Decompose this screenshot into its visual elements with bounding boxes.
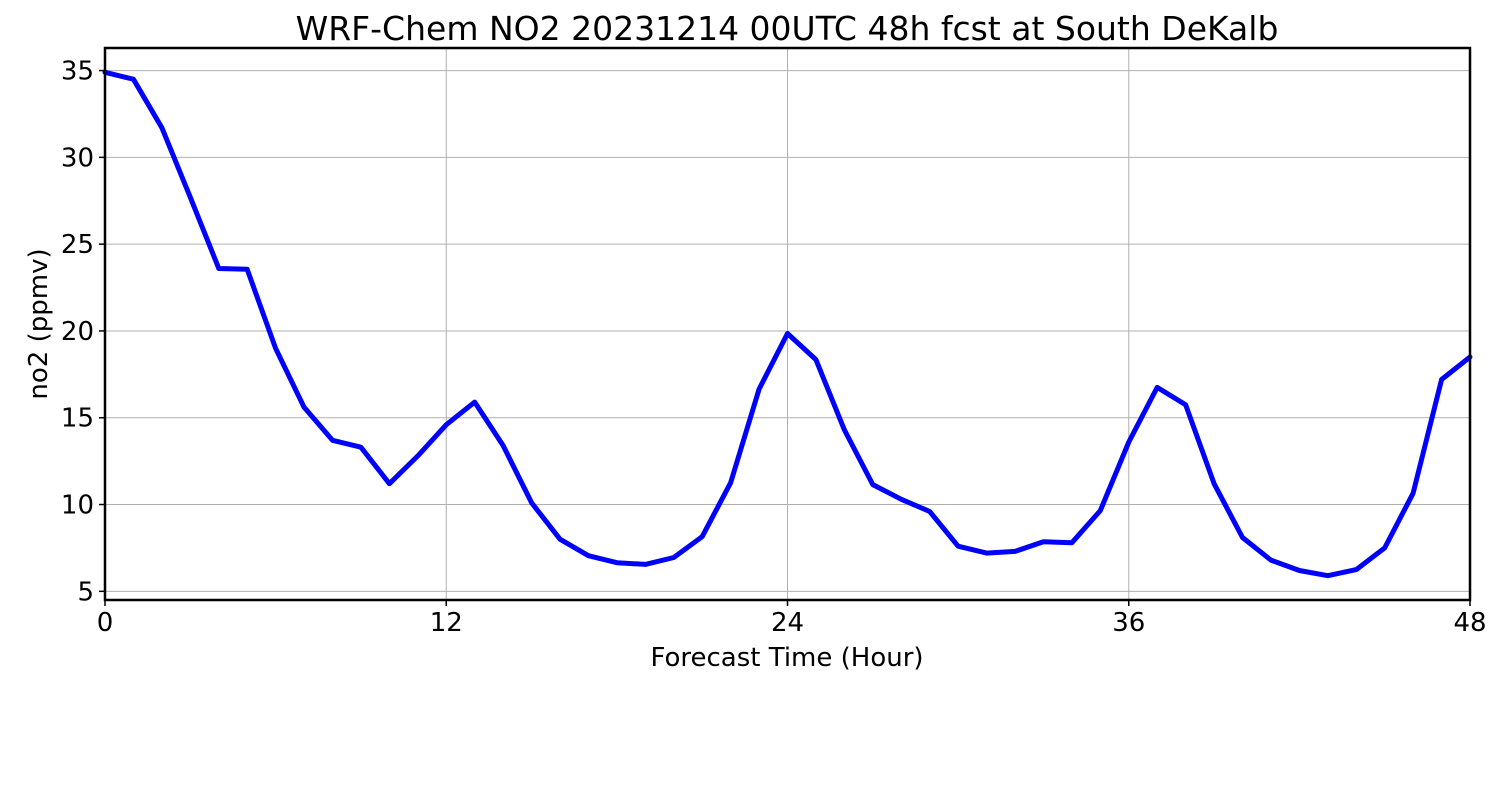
y-tick-label: 15 <box>61 404 94 434</box>
y-tick-label: 30 <box>61 143 94 173</box>
y-axis-label: no2 (ppmv) <box>24 248 54 399</box>
no2-series-line <box>102 69 1473 579</box>
y-tick-label: 35 <box>61 57 94 87</box>
x-tick-label: 0 <box>97 608 114 638</box>
x-tick-label: 24 <box>771 608 804 638</box>
x-tick-label: 48 <box>1453 608 1486 638</box>
axis-ticks: 0 12 24 36 48 5 10 15 20 25 30 35 <box>61 57 1487 638</box>
y-tick-label: 25 <box>61 230 94 260</box>
x-tick-label: 12 <box>430 608 463 638</box>
x-axis-label: Forecast Time (Hour) <box>650 643 923 673</box>
y-tick-label: 5 <box>77 577 94 607</box>
y-tick-label: 10 <box>61 491 94 521</box>
chart-title: WRF-Chem NO2 20231214 00UTC 48h fcst at … <box>296 9 1279 48</box>
x-tick-label: 36 <box>1112 608 1145 638</box>
grid-lines <box>104 48 1471 600</box>
y-tick-label: 20 <box>61 317 94 347</box>
